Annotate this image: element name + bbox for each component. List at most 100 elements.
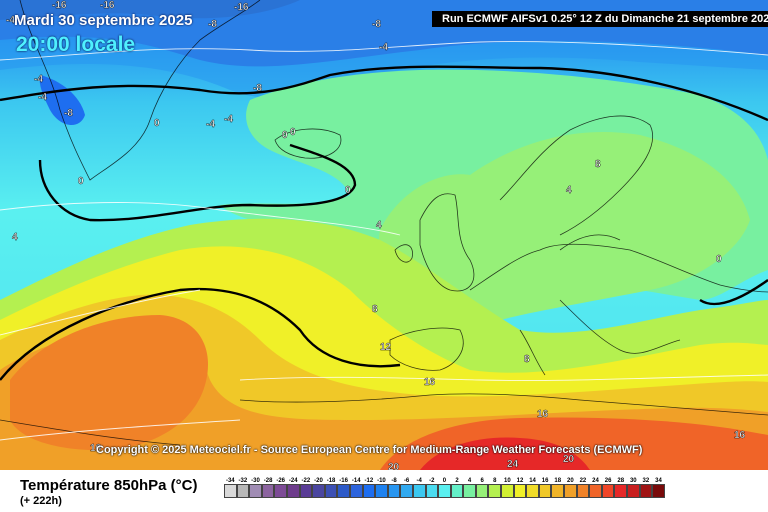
scale-swatch bbox=[488, 484, 502, 498]
scale-swatch bbox=[551, 484, 565, 498]
color-scale-swatches bbox=[224, 484, 665, 498]
temperature-map: -16 -16 -16 -8 -4 -4 -4 -8 -8 -4 -4 -8 0… bbox=[0, 0, 768, 470]
scale-swatch bbox=[337, 484, 350, 498]
iso-label: 8 bbox=[372, 304, 378, 315]
scale-swatch bbox=[236, 484, 250, 498]
scale-label: -12 bbox=[364, 478, 374, 484]
iso-label: 20 bbox=[563, 454, 575, 465]
scale-label: -30 bbox=[251, 478, 260, 484]
iso-label: -4 bbox=[38, 92, 47, 103]
isotherm-lines bbox=[0, 65, 768, 381]
iso-label: -16 bbox=[52, 0, 67, 11]
scale-swatch bbox=[312, 484, 325, 498]
scale-label: 0 bbox=[442, 478, 447, 484]
scale-swatch bbox=[324, 484, 338, 498]
iso-label: 24 bbox=[507, 459, 519, 470]
scale-swatch bbox=[286, 484, 300, 498]
scale-label: -10 bbox=[377, 478, 386, 484]
cold-greenland-patch bbox=[39, 75, 85, 126]
scale-label: -20 bbox=[314, 478, 323, 484]
scale-swatch bbox=[526, 484, 539, 498]
iso-label: 4 bbox=[566, 185, 572, 196]
scale-label: 20 bbox=[566, 478, 574, 484]
iso-label: 16 bbox=[90, 443, 102, 454]
iso-label: 0 bbox=[154, 118, 160, 129]
iso-label: -8 bbox=[208, 19, 217, 30]
scale-swatch bbox=[614, 484, 627, 498]
green-core bbox=[378, 131, 750, 324]
copyright-text: Copyright © 2025 Meteociel.fr - Source E… bbox=[96, 444, 643, 456]
scale-swatch bbox=[639, 484, 653, 498]
scale-swatch bbox=[249, 484, 262, 498]
scale-swatch bbox=[438, 484, 451, 498]
iso-label: 20 bbox=[388, 462, 400, 470]
scale-swatch bbox=[564, 484, 577, 498]
scale-label: -34 bbox=[225, 478, 235, 484]
scale-swatch bbox=[412, 484, 426, 498]
scale-label: 10 bbox=[504, 478, 511, 484]
scale-label: 8 bbox=[493, 478, 497, 484]
scale-label: 24 bbox=[592, 478, 599, 484]
scale-swatch bbox=[538, 484, 552, 498]
scale-swatch bbox=[627, 484, 640, 498]
run-info: Run ECMWF AIFSv1 0.25° 12 Z du Dimanche … bbox=[432, 11, 768, 27]
iso-label: -8 bbox=[372, 19, 381, 30]
scale-label: 14 bbox=[529, 478, 536, 484]
scale-swatch bbox=[400, 484, 413, 498]
scale-label: -14 bbox=[351, 478, 361, 484]
scale-label: -8 bbox=[391, 478, 397, 484]
iso-label: -4 bbox=[379, 42, 388, 53]
scale-label: -16 bbox=[339, 478, 348, 484]
warm-subtropical-blob bbox=[10, 315, 208, 451]
scale-swatch bbox=[224, 484, 237, 498]
iso-label: 8 bbox=[595, 159, 601, 170]
iso-label: -16 bbox=[234, 2, 249, 13]
iso-label: -8 bbox=[253, 83, 262, 94]
scale-label: -2 bbox=[429, 478, 435, 484]
scale-swatch bbox=[601, 484, 615, 498]
scale-label: 6 bbox=[480, 478, 484, 484]
scale-label: 18 bbox=[554, 478, 562, 484]
scale-swatch bbox=[274, 484, 287, 498]
coastlines bbox=[0, 0, 768, 446]
iso-label: -4 bbox=[224, 114, 233, 125]
scale-label: 32 bbox=[642, 478, 650, 484]
scale-label: -4 bbox=[416, 478, 422, 484]
iso-label: -8 bbox=[64, 108, 73, 119]
isotherm-labels: -16 -16 -16 -8 -4 -4 -4 -8 -8 -4 -4 -8 0… bbox=[6, 0, 746, 470]
scale-label: -26 bbox=[276, 478, 285, 484]
scale-label: 28 bbox=[617, 478, 625, 484]
scale-swatch bbox=[387, 484, 401, 498]
iso-label: -4 bbox=[34, 74, 43, 85]
scale-label: -32 bbox=[238, 478, 248, 484]
thin-isotherms bbox=[0, 41, 768, 441]
scale-label: 12 bbox=[516, 478, 524, 484]
color-scale-labels: -34 -32 -30 -28 -26 -24 -22 -20 -18 -16 -14 -12 -10-… bbox=[224, 478, 665, 484]
scale-swatch bbox=[450, 484, 464, 498]
scale-swatch bbox=[463, 484, 476, 498]
scale-swatch bbox=[475, 484, 489, 498]
scale-swatch bbox=[501, 484, 514, 498]
scale-swatch bbox=[576, 484, 590, 498]
scale-swatch bbox=[513, 484, 527, 498]
scale-label: -28 bbox=[263, 478, 273, 484]
iso-label: 16 bbox=[734, 430, 746, 441]
forecast-offset: (+ 222h) bbox=[20, 495, 62, 507]
iso-label: 12 bbox=[380, 342, 392, 353]
scale-label: 2 bbox=[455, 478, 459, 484]
iso-label: 16 bbox=[424, 377, 436, 388]
scale-swatch bbox=[261, 484, 275, 498]
forecast-time: 20:00 locale bbox=[16, 33, 136, 56]
forecast-date: Mardi 30 septembre 2025 bbox=[14, 12, 193, 29]
iso-label: 16 bbox=[537, 409, 549, 420]
scale-swatch bbox=[299, 484, 313, 498]
scale-label: 22 bbox=[579, 478, 587, 484]
scale-swatch bbox=[425, 484, 439, 498]
iso-label: 4 bbox=[12, 232, 18, 243]
iso-label: 0 bbox=[290, 127, 296, 138]
scale-swatch bbox=[362, 484, 376, 498]
iso-label: -4 bbox=[6, 15, 15, 26]
scale-label: -6 bbox=[403, 478, 410, 484]
scale-swatch bbox=[652, 484, 665, 498]
